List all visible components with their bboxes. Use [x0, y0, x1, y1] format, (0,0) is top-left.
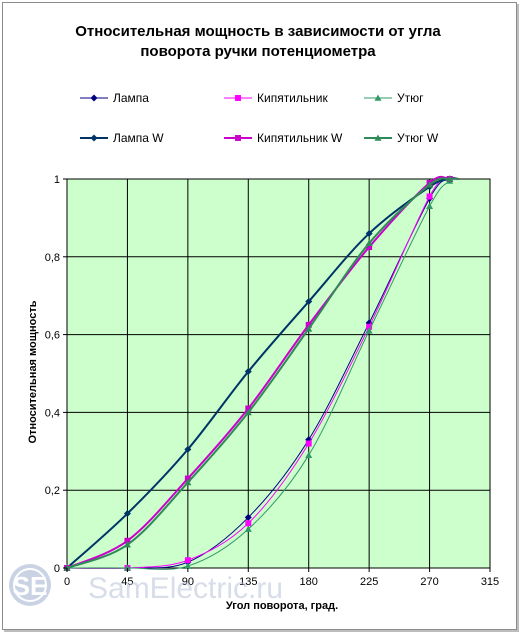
- legend-item: Кипятильник W: [224, 131, 343, 145]
- data-point: [244, 513, 252, 521]
- data-point: [124, 537, 131, 544]
- data-point: [245, 405, 252, 412]
- watermark-logo-text: SE: [13, 571, 48, 601]
- data-point: [244, 408, 252, 416]
- legend-swatch-marker: [235, 95, 241, 101]
- y-axis-label: Относительная мощность: [27, 300, 39, 443]
- data-point: [426, 181, 434, 188]
- legend-swatch-marker: [374, 134, 382, 141]
- plot-border: [66, 178, 491, 569]
- data-point: [184, 557, 191, 564]
- data-point: [305, 325, 313, 332]
- data-point: [184, 562, 192, 569]
- x-tick-label: 45: [121, 576, 133, 588]
- y-tick-label: 0,8: [45, 252, 60, 264]
- data-point: [305, 451, 313, 458]
- legend-label: Утюг: [397, 91, 424, 105]
- legend-label: Лампа: [113, 91, 149, 105]
- series-line: [66, 177, 460, 569]
- x-tick-label: 225: [360, 576, 378, 588]
- y-tick-label: 0,4: [45, 407, 60, 419]
- y-tick-label: 0,6: [45, 330, 60, 342]
- data-point: [184, 475, 191, 482]
- series-group: [63, 175, 460, 572]
- y-tick-label: 0: [54, 563, 60, 575]
- x-tick-label: 135: [239, 576, 257, 588]
- chart-title-line-1: Относительная мощность в зависимости от …: [75, 23, 441, 40]
- legend-label: Лампа W: [113, 131, 164, 145]
- legend-swatch-marker: [374, 94, 382, 101]
- legend-item: Утюг: [364, 91, 424, 105]
- x-tick-label: 90: [182, 576, 194, 588]
- data-point: [305, 321, 312, 328]
- watermark: SE SamElectric.ru: [9, 564, 283, 606]
- chart-title-line-2: поворота ручки потенциометра: [140, 43, 376, 60]
- watermark-logo-ring: [13, 568, 47, 602]
- legend-label: Утюг W: [397, 131, 439, 145]
- legend-swatch-marker: [90, 94, 98, 102]
- series-line: [66, 177, 460, 569]
- data-point: [366, 244, 373, 251]
- x-tick-label: 0: [64, 576, 70, 588]
- data-point: [366, 323, 373, 330]
- x-tick-label: 270: [420, 576, 438, 588]
- data-point: [305, 298, 313, 306]
- axes: [66, 178, 491, 569]
- data-point: [123, 564, 131, 571]
- data-point: [123, 510, 131, 518]
- data-point: [365, 327, 373, 334]
- series-line: [66, 177, 460, 570]
- data-point: [426, 202, 434, 210]
- y-tick-label: 1: [54, 174, 60, 186]
- legend-swatch-marker: [235, 135, 241, 141]
- legend-label: Кипятильник W: [257, 131, 343, 145]
- data-point: [184, 445, 192, 453]
- chart-title: Относительная мощность в зависимости от …: [75, 23, 441, 60]
- legend-item: Утюг W: [364, 131, 439, 145]
- data-point: [244, 525, 252, 532]
- data-point: [305, 440, 312, 447]
- legend-label: Кипятильник: [257, 91, 328, 105]
- legend-item: Лампа W: [80, 131, 164, 145]
- data-point: [365, 229, 373, 237]
- watermark-site-text: SamElectric.ru: [88, 572, 283, 605]
- data-point: [365, 239, 373, 246]
- legend-item: Кипятильник: [224, 91, 328, 105]
- data-point: [245, 520, 252, 527]
- tick-labels: 0 45 90 135 180 225 270 315 0 0,2 0,4 0,6 0,8 1: [45, 174, 499, 588]
- series-line: [66, 175, 460, 569]
- x-axis-label: Угол поворота, град.: [226, 600, 338, 612]
- y-tick-label: 0,2: [45, 485, 60, 497]
- data-point: [446, 175, 454, 182]
- data-point: [244, 368, 252, 376]
- legend-swatch-marker: [90, 134, 98, 142]
- chart-legend: Лампа Кипятильник Утюг Лампа W Кипятильник W…: [80, 91, 439, 145]
- data-point: [426, 193, 433, 200]
- x-tick-label: 180: [300, 576, 318, 588]
- data-point: [123, 541, 131, 548]
- x-tick-label: 315: [481, 576, 499, 588]
- legend-item: Лампа: [80, 91, 149, 105]
- data-point: [184, 478, 192, 486]
- watermark-logo-circle: [9, 564, 51, 606]
